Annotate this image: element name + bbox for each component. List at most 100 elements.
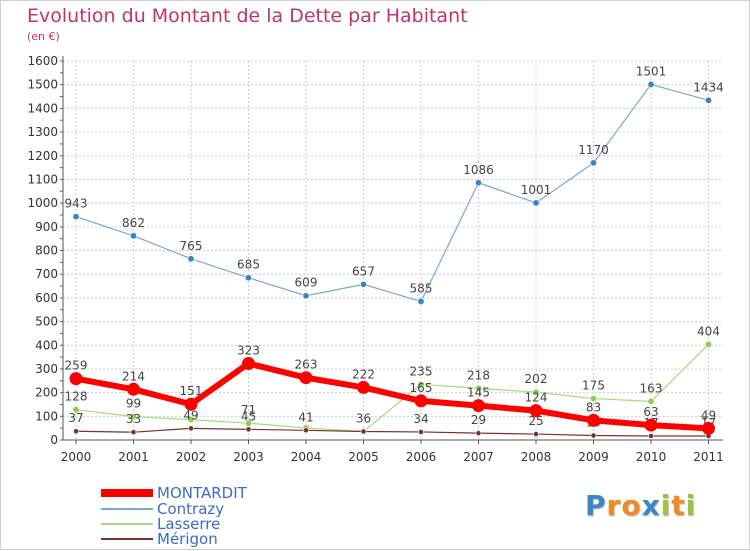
y-tick-label: 1200 bbox=[27, 149, 58, 163]
series-line-lasserre bbox=[75, 343, 709, 433]
data-point-m-rigon bbox=[418, 429, 424, 435]
data-point-contrazy bbox=[245, 274, 253, 282]
data-point-m-rigon bbox=[475, 430, 482, 437]
data-point-lasserre bbox=[417, 380, 425, 388]
data-point-montardit bbox=[127, 382, 140, 396]
y-tick-label: 700 bbox=[35, 267, 58, 281]
data-label-contrazy: 943 bbox=[65, 197, 88, 211]
data-label-lasserre: 404 bbox=[697, 324, 720, 338]
data-point-contrazy bbox=[417, 297, 425, 305]
data-point-contrazy bbox=[704, 96, 712, 104]
data-label-montardit: 323 bbox=[237, 343, 260, 357]
data-label-lasserre: 218 bbox=[467, 368, 490, 382]
data-point-montardit bbox=[184, 397, 198, 411]
data-label-lasserre: 128 bbox=[65, 390, 88, 404]
data-label-lasserre: 163 bbox=[640, 381, 663, 395]
data-label-montardit: 63 bbox=[643, 405, 658, 419]
data-label-montardit: 214 bbox=[122, 369, 145, 383]
data-label-contrazy: 657 bbox=[352, 264, 375, 278]
data-label-m-rigon: 45 bbox=[241, 409, 256, 423]
y-tick-label: 1300 bbox=[27, 125, 58, 139]
data-label-montardit: 165 bbox=[410, 381, 433, 395]
series-line-m-rigon bbox=[75, 427, 709, 437]
data-label-contrazy: 1170 bbox=[578, 143, 609, 157]
data-label-m-rigon: 36 bbox=[356, 411, 371, 425]
data-point-montardit bbox=[299, 371, 313, 385]
x-tick-label: 2007 bbox=[463, 450, 494, 464]
data-label-contrazy: 1086 bbox=[463, 163, 494, 177]
logo-letter: o bbox=[621, 489, 642, 522]
data-label-montardit: 259 bbox=[65, 359, 88, 373]
data-label-contrazy: 765 bbox=[180, 239, 203, 253]
data-label-m-rigon: 25 bbox=[528, 414, 543, 428]
data-point-montardit bbox=[242, 356, 255, 370]
data-label-lasserre: 235 bbox=[410, 364, 433, 378]
logo-letter: r bbox=[606, 489, 622, 522]
y-tick-label: 800 bbox=[35, 244, 58, 258]
data-point-contrazy bbox=[474, 179, 482, 187]
y-tick-label: 1600 bbox=[27, 54, 58, 68]
logo-letter: x bbox=[641, 489, 661, 522]
data-point-montardit bbox=[529, 404, 543, 418]
proxiti-logo: Proxiti bbox=[585, 489, 696, 522]
data-label-montardit: 151 bbox=[180, 384, 203, 398]
x-tick-label: 2003 bbox=[233, 450, 264, 464]
data-label-lasserre: 99 bbox=[126, 397, 141, 411]
x-tick-label: 2008 bbox=[521, 450, 552, 464]
data-point-lasserre bbox=[532, 388, 540, 396]
data-point-contrazy bbox=[302, 292, 310, 300]
data-point-m-rigon bbox=[188, 425, 194, 432]
data-label-lasserre: 71 bbox=[241, 403, 256, 417]
data-label-contrazy: 609 bbox=[295, 276, 318, 290]
data-point-m-rigon bbox=[245, 426, 252, 433]
data-label-m-rigon: 33 bbox=[126, 412, 141, 426]
x-tick-label: 2001 bbox=[118, 450, 149, 464]
x-tick-label: 2004 bbox=[291, 450, 322, 464]
data-label-contrazy: 1001 bbox=[521, 183, 552, 197]
x-tick-label: 2009 bbox=[578, 450, 609, 464]
data-point-m-rigon bbox=[533, 431, 539, 437]
data-point-contrazy bbox=[359, 280, 367, 288]
y-tick-label: 300 bbox=[35, 362, 58, 376]
y-tick-label: 900 bbox=[35, 220, 58, 234]
logo-letter: i bbox=[660, 489, 672, 522]
data-label-montardit: 83 bbox=[586, 400, 601, 414]
y-tick-label: 500 bbox=[35, 315, 58, 329]
data-label-contrazy: 685 bbox=[237, 258, 260, 272]
series-line-contrazy bbox=[75, 83, 709, 303]
data-label-contrazy: 862 bbox=[122, 216, 145, 230]
y-tick-label: 200 bbox=[35, 386, 58, 400]
x-tick-label: 2002 bbox=[176, 450, 207, 464]
x-tick-label: 2005 bbox=[348, 450, 379, 464]
data-point-lasserre bbox=[245, 419, 253, 427]
y-tick-label: 100 bbox=[35, 409, 58, 423]
data-point-contrazy bbox=[589, 159, 597, 167]
y-tick-label: 1100 bbox=[27, 172, 58, 186]
data-label-contrazy: 1501 bbox=[636, 64, 667, 78]
data-label-montardit: 145 bbox=[467, 386, 490, 400]
data-label-montardit: 263 bbox=[295, 358, 318, 372]
data-point-m-rigon bbox=[303, 427, 309, 434]
data-label-contrazy: 585 bbox=[410, 281, 433, 295]
y-tick-label: 1400 bbox=[27, 101, 58, 115]
y-tick-label: 0 bbox=[50, 433, 58, 447]
data-point-montardit bbox=[414, 394, 428, 408]
data-label-lasserre: 202 bbox=[525, 372, 548, 386]
series-line-montardit bbox=[75, 360, 709, 432]
y-tick-label: 1500 bbox=[27, 78, 58, 92]
y-tick-label: 400 bbox=[35, 338, 58, 352]
data-point-m-rigon bbox=[130, 429, 137, 436]
data-point-montardit bbox=[702, 421, 715, 435]
data-point-m-rigon bbox=[360, 428, 367, 435]
data-label-m-rigon: 34 bbox=[413, 412, 428, 426]
data-point-montardit bbox=[587, 413, 600, 427]
data-point-contrazy bbox=[647, 80, 655, 88]
data-point-lasserre bbox=[72, 406, 80, 414]
logo-letter: P bbox=[585, 489, 607, 522]
logo-letter: t bbox=[671, 489, 686, 522]
data-label-montardit: 49 bbox=[701, 408, 716, 422]
data-label-montardit: 124 bbox=[525, 391, 548, 405]
data-label-contrazy: 1434 bbox=[693, 80, 724, 94]
x-tick-label: 2010 bbox=[636, 450, 667, 464]
